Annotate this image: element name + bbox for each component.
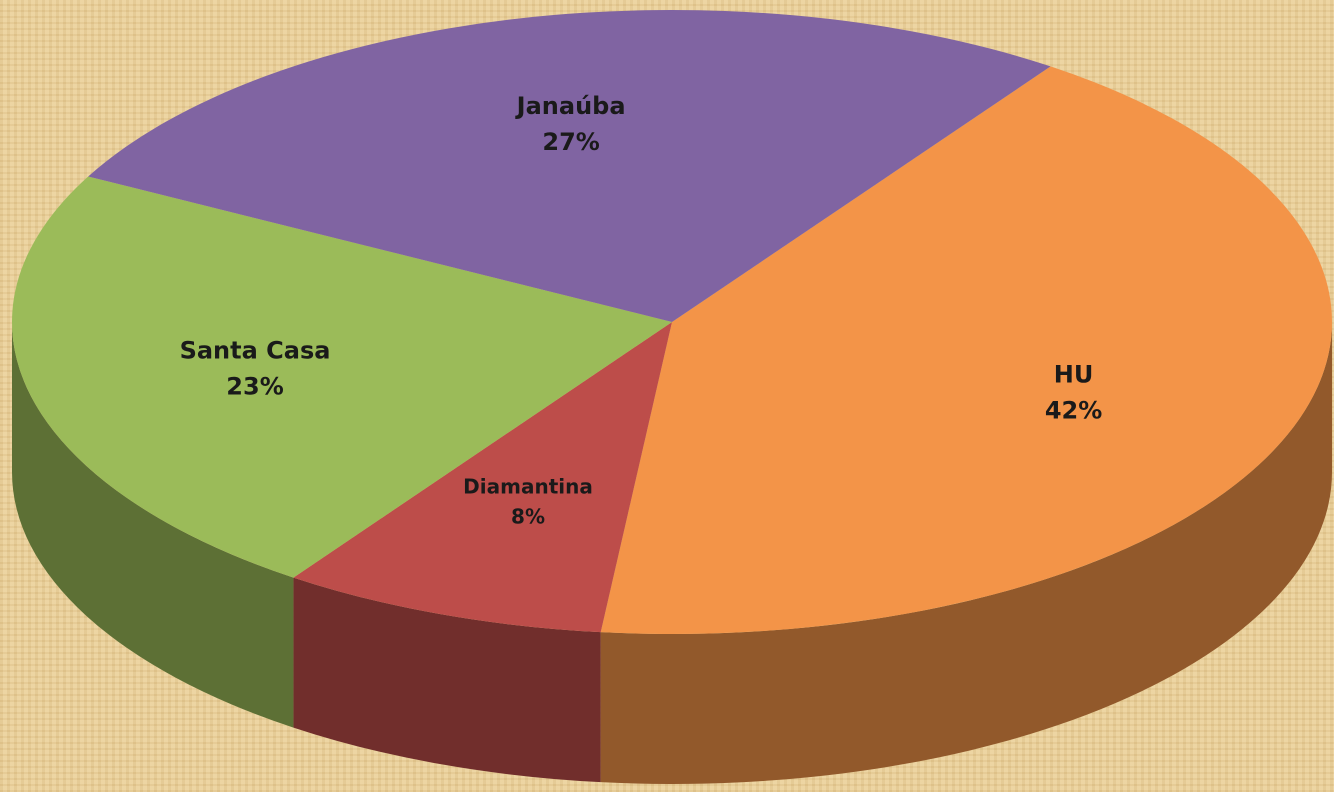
slice-value: 27% — [542, 128, 599, 156]
slice-value: 42% — [1045, 396, 1102, 424]
slice-side — [600, 322, 1332, 784]
slice — [88, 9, 1051, 322]
slice-label: Santa Casa — [180, 337, 331, 365]
slice — [293, 322, 672, 633]
slice — [600, 66, 1332, 634]
slice — [11, 176, 672, 578]
slice-label: Diamantina — [463, 475, 593, 499]
slice-value: 23% — [226, 373, 283, 401]
slice-side — [293, 577, 601, 783]
slice-label: HU — [1054, 360, 1094, 388]
slice-side — [12, 322, 294, 728]
slice-label: Janaúba — [515, 92, 626, 120]
slice-value: 8% — [511, 505, 545, 529]
